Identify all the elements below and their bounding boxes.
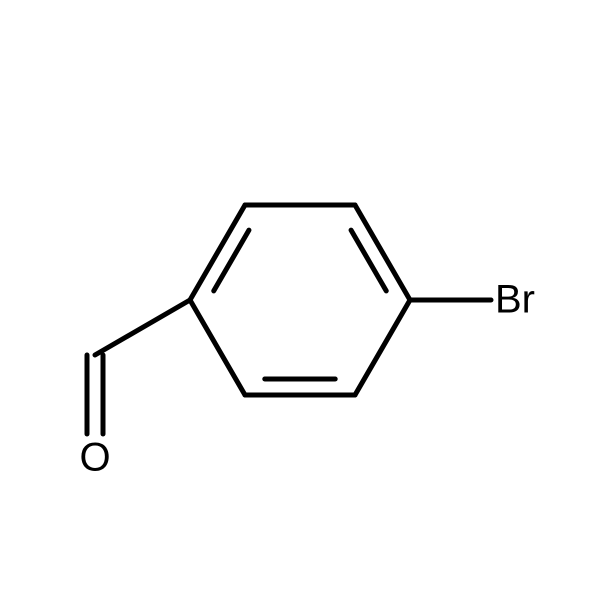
bond <box>355 300 410 395</box>
bond <box>95 300 190 355</box>
bond <box>351 230 386 291</box>
bond <box>190 300 245 395</box>
bond <box>214 230 249 291</box>
chemical-structure: O Br <box>0 0 600 600</box>
atom-label: Br <box>495 278 535 322</box>
atom-label: O <box>79 436 110 480</box>
